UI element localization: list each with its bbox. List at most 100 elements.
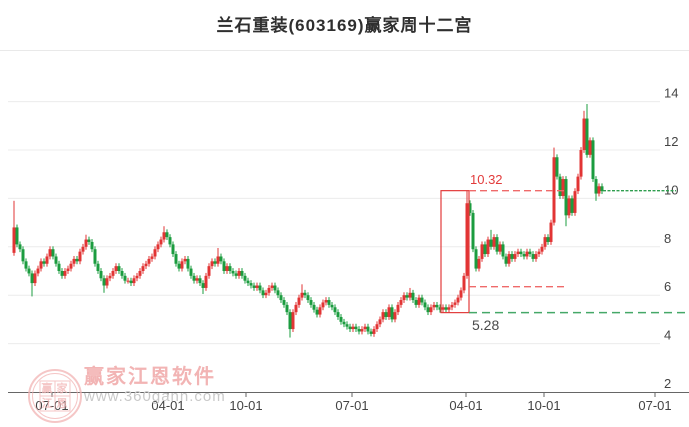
candle[interactable] (177, 263, 181, 269)
candle[interactable] (420, 297, 424, 303)
candle[interactable] (33, 273, 37, 284)
candle[interactable] (81, 246, 85, 252)
candle[interactable] (348, 326, 352, 330)
candle[interactable] (171, 244, 175, 255)
candle[interactable] (468, 203, 472, 213)
candle[interactable] (474, 249, 478, 269)
candle[interactable] (429, 307, 433, 313)
candle[interactable] (252, 285, 256, 288)
candle[interactable] (249, 283, 253, 286)
candle[interactable] (492, 237, 496, 247)
candle[interactable] (483, 244, 487, 255)
candle[interactable] (516, 251, 520, 255)
candle[interactable] (498, 244, 502, 252)
candle[interactable] (408, 292, 412, 298)
candles-group[interactable] (12, 104, 604, 338)
candle[interactable] (174, 254, 178, 264)
candle[interactable] (504, 256, 508, 264)
candle[interactable] (384, 312, 388, 317)
candle[interactable] (324, 300, 328, 303)
candle[interactable] (96, 263, 100, 271)
candle[interactable] (78, 251, 82, 262)
candle[interactable] (12, 227, 16, 253)
candle[interactable] (63, 271, 67, 276)
candle[interactable] (183, 258, 187, 262)
candle[interactable] (336, 312, 340, 317)
candle[interactable] (198, 278, 202, 284)
candle[interactable] (192, 275, 196, 281)
candle[interactable] (51, 249, 55, 257)
candle[interactable] (27, 268, 31, 274)
candle[interactable] (150, 256, 154, 259)
candle[interactable] (444, 307, 448, 310)
candle[interactable] (21, 249, 25, 262)
candle[interactable] (312, 304, 316, 310)
candle[interactable] (195, 278, 199, 281)
candle[interactable] (357, 329, 361, 332)
candle[interactable] (399, 300, 403, 305)
candle[interactable] (309, 300, 313, 305)
candle[interactable] (369, 331, 373, 334)
candle[interactable] (513, 254, 517, 259)
candle[interactable] (567, 198, 571, 216)
candle[interactable] (372, 329, 376, 334)
candle[interactable] (54, 256, 58, 264)
candle[interactable] (591, 140, 595, 180)
candle[interactable] (441, 307, 445, 310)
candle[interactable] (480, 244, 484, 259)
candle[interactable] (315, 309, 319, 315)
candle[interactable] (321, 302, 325, 308)
candle[interactable] (330, 304, 334, 308)
candle[interactable] (300, 292, 304, 298)
candle[interactable] (582, 118, 586, 150)
candle[interactable] (549, 222, 553, 242)
candle[interactable] (84, 239, 88, 247)
candle[interactable] (501, 244, 505, 257)
candle[interactable] (525, 251, 529, 257)
candle[interactable] (507, 254, 511, 264)
candle[interactable] (15, 227, 19, 245)
candle[interactable] (594, 179, 598, 194)
candle[interactable] (228, 266, 232, 271)
candle[interactable] (387, 307, 391, 317)
candle[interactable] (597, 186, 601, 194)
candle[interactable] (180, 261, 184, 269)
candle[interactable] (402, 295, 406, 301)
candle[interactable] (222, 261, 226, 271)
candle[interactable] (48, 249, 52, 257)
candle[interactable] (546, 237, 550, 242)
gann-box[interactable] (440, 190, 470, 314)
candle[interactable] (246, 280, 250, 284)
candle[interactable] (477, 258, 481, 269)
candle[interactable] (189, 268, 193, 276)
candle[interactable] (105, 278, 109, 286)
candle[interactable] (489, 239, 493, 247)
candle[interactable] (102, 278, 106, 286)
candle[interactable] (537, 251, 541, 255)
candle[interactable] (93, 249, 97, 264)
candle[interactable] (186, 258, 190, 269)
candle[interactable] (414, 300, 418, 305)
candle[interactable] (276, 290, 280, 296)
candle[interactable] (360, 329, 364, 332)
candle[interactable] (90, 241, 94, 250)
candle[interactable] (531, 254, 535, 259)
candle[interactable] (486, 239, 490, 255)
candle[interactable] (210, 261, 214, 267)
candle[interactable] (279, 295, 283, 301)
candle[interactable] (528, 251, 532, 255)
candle[interactable] (450, 304, 454, 308)
candle[interactable] (135, 275, 139, 279)
candle[interactable] (297, 297, 301, 305)
candle[interactable] (462, 275, 466, 291)
candle[interactable] (261, 290, 265, 296)
candle[interactable] (306, 295, 310, 301)
candle[interactable] (333, 307, 337, 313)
candle[interactable] (129, 280, 133, 284)
candle[interactable] (162, 232, 166, 240)
candle[interactable] (588, 140, 592, 155)
candle[interactable] (201, 283, 205, 288)
candle[interactable] (270, 285, 274, 288)
candle[interactable] (573, 191, 577, 213)
candle[interactable] (393, 312, 397, 320)
